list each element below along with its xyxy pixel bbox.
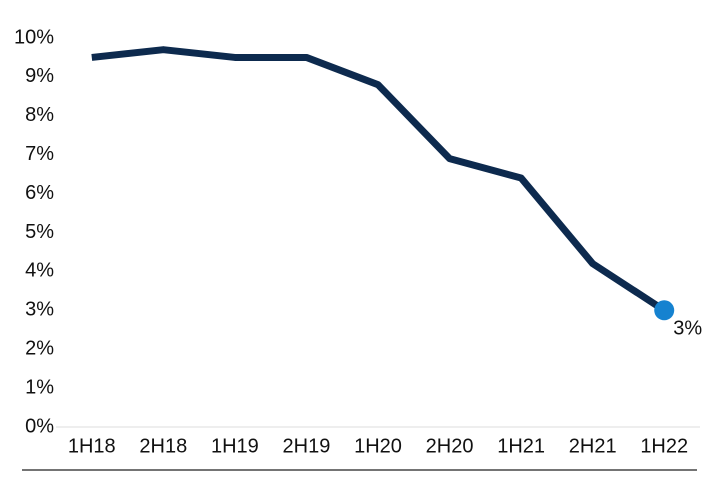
y-tick-label: 10% (14, 26, 54, 48)
y-tick-label: 0% (25, 415, 54, 437)
y-tick-label: 7% (25, 143, 54, 165)
x-tick-label: 2H19 (283, 435, 331, 457)
x-tick-label: 2H18 (139, 435, 187, 457)
y-tick-label: 2% (25, 337, 54, 359)
y-tick-label: 1% (25, 376, 54, 398)
y-tick-label: 3% (25, 299, 54, 321)
y-tick-label: 5% (25, 221, 54, 243)
x-tick-label: 1H22 (640, 435, 688, 457)
x-tick-label: 2H21 (569, 435, 617, 457)
x-tick-label: 2H20 (426, 435, 474, 457)
x-tick-label: 1H19 (211, 435, 259, 457)
y-tick-label: 9% (25, 65, 54, 87)
y-tick-label: 8% (25, 104, 54, 126)
line (91, 46, 667, 314)
x-tick-label: 1H18 (68, 435, 116, 457)
y-tick-label: 6% (25, 182, 54, 204)
data-label: 3% (673, 318, 702, 340)
point-marker (654, 300, 675, 321)
x-tick-label: 1H21 (497, 435, 545, 457)
y-tick-label: 4% (25, 260, 54, 282)
x-tick-label: 1H20 (354, 435, 402, 457)
